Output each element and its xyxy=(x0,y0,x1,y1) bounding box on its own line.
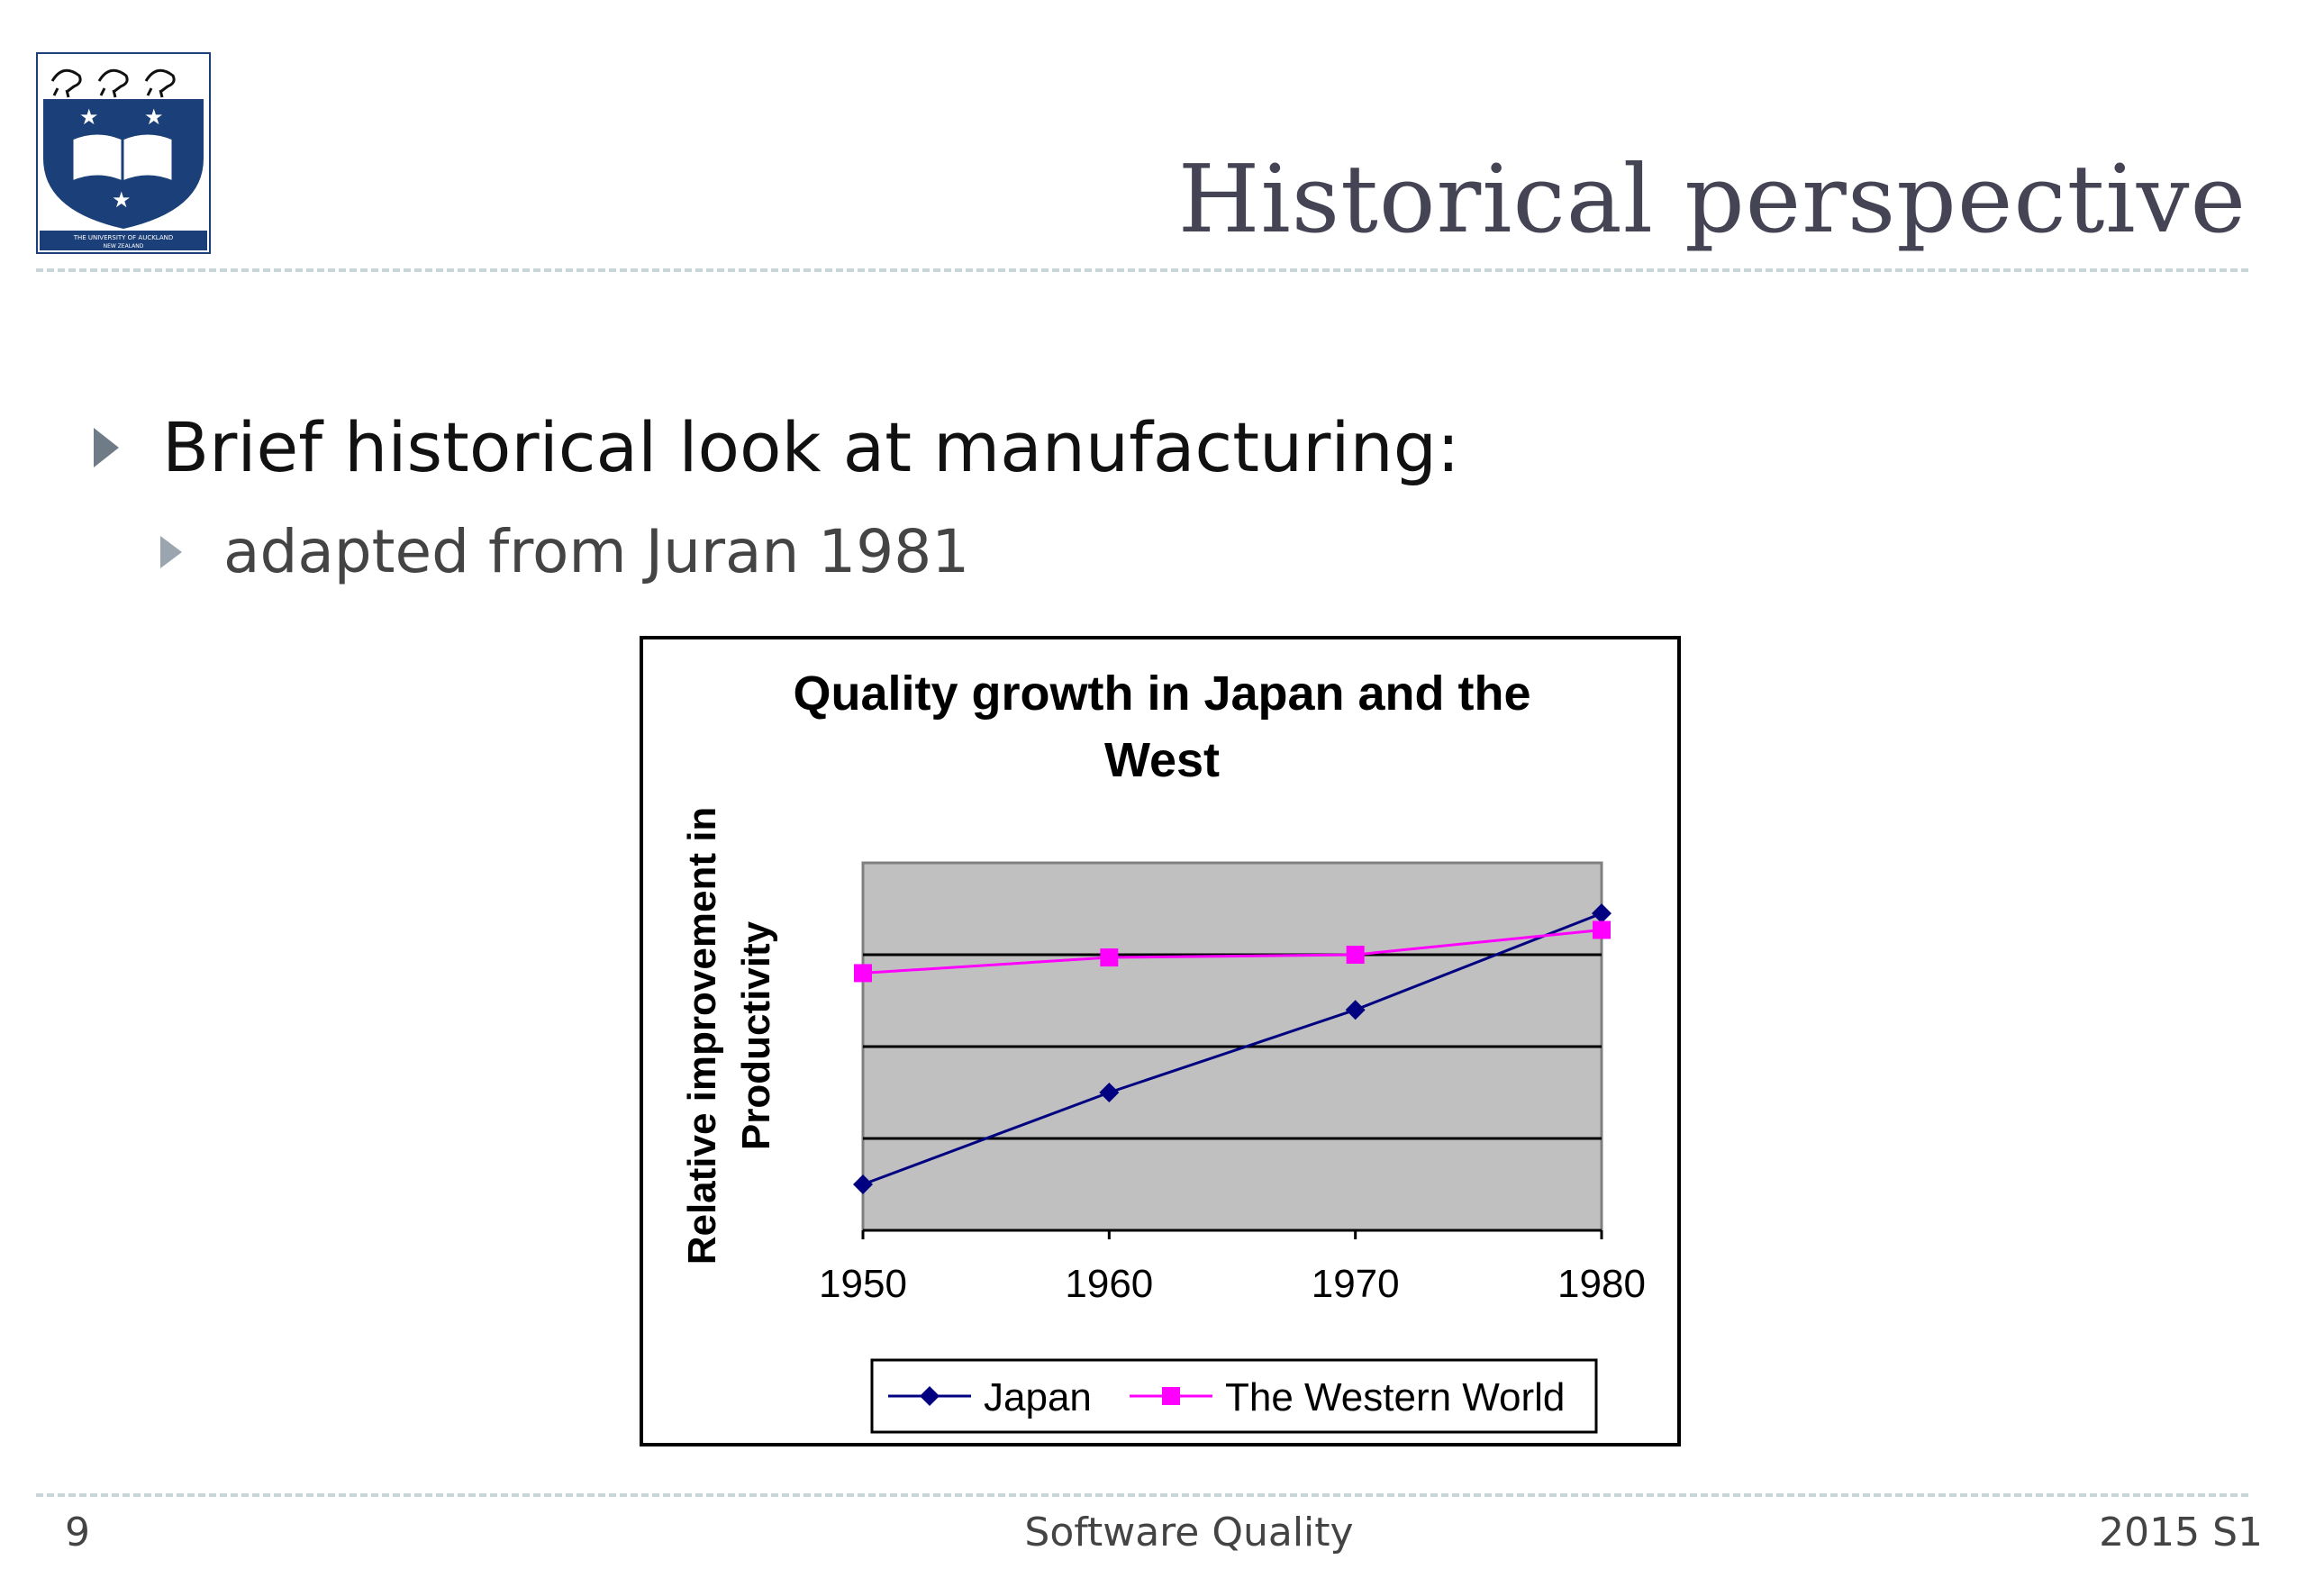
x-tick-label: 1960 xyxy=(1065,1262,1153,1306)
bullet-level1: Brief historical look at manufacturing: xyxy=(94,407,1460,487)
chart-svg: Quality growth in Japan and the West 1950 1… xyxy=(680,667,1646,1434)
star-icon: ★ xyxy=(79,104,99,130)
data-point xyxy=(1100,948,1119,967)
x-tick-label: 1980 xyxy=(1557,1262,1646,1306)
legend-marker xyxy=(920,1386,940,1406)
data-point xyxy=(1099,1083,1120,1102)
bullet-text: Brief historical look at manufacturing: xyxy=(162,407,1460,487)
data-point xyxy=(1345,1000,1366,1020)
bullet-triangle-icon xyxy=(94,427,119,467)
legend-label: Japan xyxy=(984,1375,1092,1419)
sub-bullet-text: adapted from Juran 1981 xyxy=(223,517,970,586)
header-divider xyxy=(36,268,2248,272)
slide-title: Historical perspective xyxy=(1177,144,2247,254)
legend-label: The Western World xyxy=(1225,1375,1565,1419)
data-point xyxy=(854,964,872,983)
chart-title: Quality growth in Japan and the xyxy=(793,667,1530,721)
bullet-level2: adapted from Juran 1981 xyxy=(160,517,969,586)
chart-title: West xyxy=(1104,733,1220,787)
footer-divider xyxy=(36,1493,2248,1497)
legend-box xyxy=(870,1358,1598,1434)
x-tick-label: 1970 xyxy=(1312,1262,1400,1306)
data-point xyxy=(1346,946,1365,964)
footer-course: Software Quality xyxy=(1024,1510,1354,1555)
y-axis-label: Productivity xyxy=(734,920,778,1150)
data-point xyxy=(853,1174,873,1194)
y-axis-label: Relative improvement in xyxy=(680,807,724,1265)
chart: Quality growth in Japan and the West 1950 1… xyxy=(640,636,1681,1446)
x-tick-label: 1950 xyxy=(819,1262,907,1306)
star-icon: ★ xyxy=(144,104,164,130)
logo-line1: THE UNIVERSITY OF AUCKLAND xyxy=(73,234,174,241)
legend-marker xyxy=(1162,1387,1180,1405)
kiwi-birds-icon xyxy=(50,68,176,98)
footer-semester: 2015 S1 xyxy=(2099,1510,2263,1555)
data-point xyxy=(1592,903,1611,924)
logo-line2: NEW ZEALAND xyxy=(104,243,144,249)
page-number: 9 xyxy=(65,1510,90,1555)
star-icon: ★ xyxy=(112,187,132,213)
bullet-triangle-icon xyxy=(160,535,182,568)
data-point xyxy=(1593,920,1611,939)
series-line-japan xyxy=(862,911,1602,1186)
university-logo: ★ ★ ★ THE UNIVERSITY OF AUCKLAND NEW ZEA… xyxy=(36,52,211,254)
series-line-western-world xyxy=(862,928,1602,975)
